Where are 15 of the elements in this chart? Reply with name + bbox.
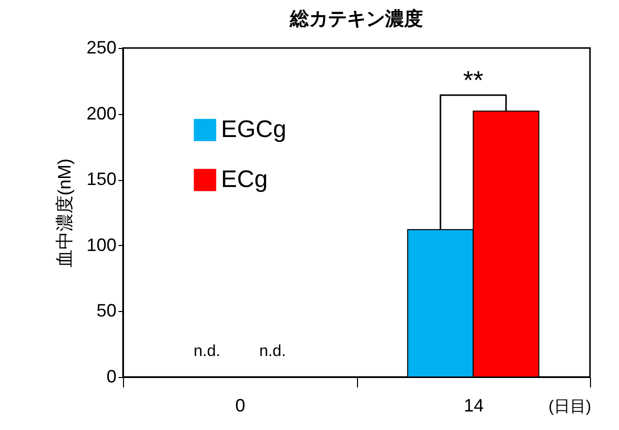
text: n.d. <box>194 343 220 360</box>
y-axis-title: 血中濃度(nM) <box>54 158 74 268</box>
chart-title: 総カテキン濃度 <box>289 8 423 30</box>
y-tick-label: 50 <box>96 300 116 321</box>
y-tick-label: 0 <box>106 366 116 386</box>
legend-label: EGCg <box>221 116 286 143</box>
y-tick-label: 200 <box>86 103 116 124</box>
x-axis-title: (日目) <box>548 398 592 416</box>
text: n.d. <box>259 343 286 360</box>
y-tick-label: 150 <box>86 169 116 190</box>
x-tick-label: 14 <box>464 396 484 416</box>
y-tick-label: 250 <box>86 38 116 58</box>
y-tick-label: 100 <box>86 234 116 255</box>
annotation: ** <box>463 65 484 96</box>
legend-label: ECg <box>221 166 268 193</box>
